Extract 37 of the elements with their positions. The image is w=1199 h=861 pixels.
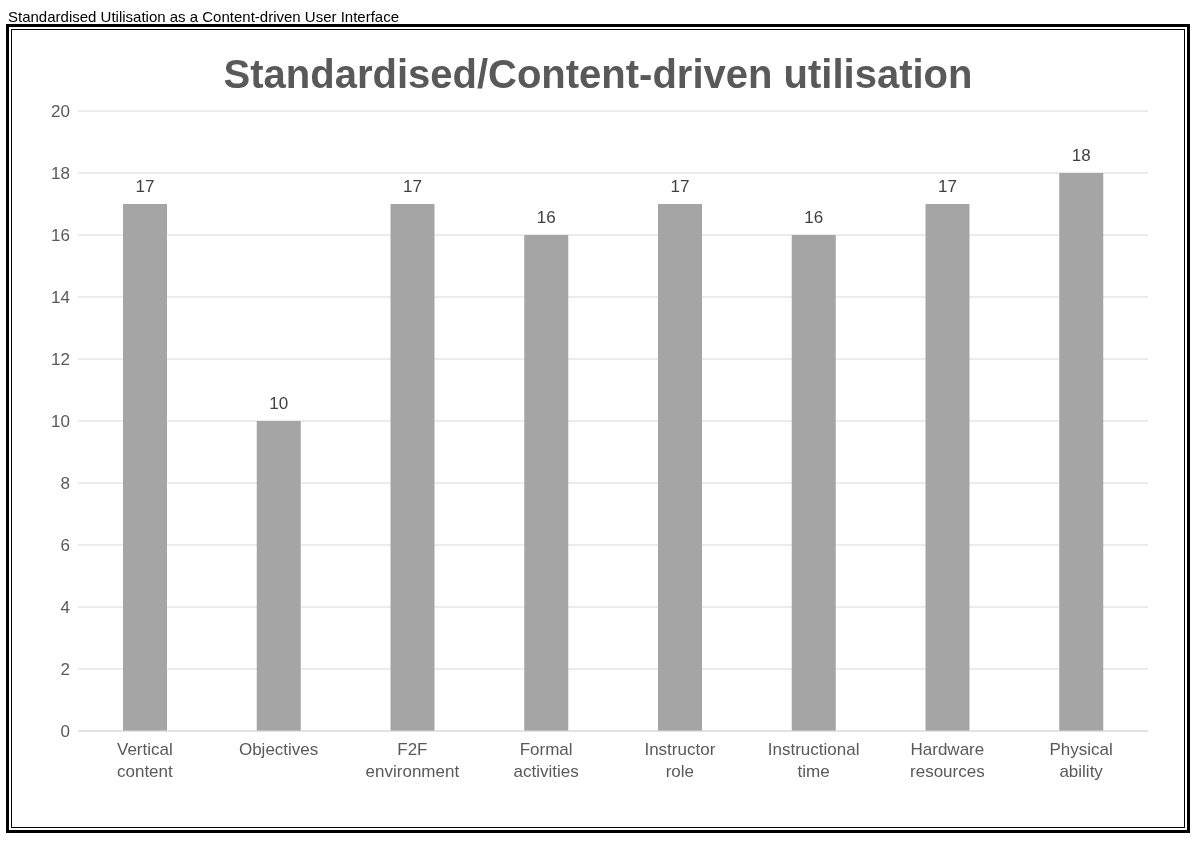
x-tick-label: Vertical content <box>116 740 174 781</box>
y-tick-label: 8 <box>60 474 70 494</box>
bar <box>658 204 702 731</box>
bar <box>1059 173 1104 731</box>
x-tick-label: Hardware resources <box>910 740 985 781</box>
data-label: 17 <box>670 177 690 196</box>
data-label: 17 <box>135 177 155 196</box>
data-label: 16 <box>804 208 824 227</box>
bar <box>925 204 970 731</box>
data-label: 16 <box>536 208 556 227</box>
chart-title: Standardised/Content-driven utilisation <box>222 52 974 97</box>
data-label: 17 <box>938 177 957 196</box>
y-tick-label: 20 <box>51 102 70 122</box>
y-tick-label: 12 <box>51 350 70 370</box>
x-tick-label: F2F environment <box>365 740 460 781</box>
bar <box>256 421 301 731</box>
x-tick-label: Physical ability <box>1049 740 1113 781</box>
y-tick-label: 14 <box>51 288 70 308</box>
bar <box>123 204 167 731</box>
bar <box>390 204 435 731</box>
data-label: 17 <box>403 177 422 196</box>
data-label: 18 <box>1071 146 1091 165</box>
bar <box>524 235 569 731</box>
x-tick-label: Formal activities <box>513 740 579 781</box>
y-tick-label: 2 <box>60 660 70 680</box>
data-label: 10 <box>269 394 289 413</box>
text: Standardised Utilisation as a Content-driven User Interface <box>8 8 401 26</box>
x-tick-label: Objectives <box>238 740 319 759</box>
y-tick-label: 6 <box>60 536 70 556</box>
y-tick-label: 4 <box>60 598 70 618</box>
y-tick-label: 16 <box>51 226 70 246</box>
bar <box>791 235 836 731</box>
y-tick-label: 10 <box>51 412 70 432</box>
x-tick-label: Instructional time <box>767 740 860 781</box>
y-tick-label: 18 <box>51 164 70 184</box>
x-tick-label: Instructor role <box>644 740 716 781</box>
y-tick-label: 0 <box>60 722 70 742</box>
